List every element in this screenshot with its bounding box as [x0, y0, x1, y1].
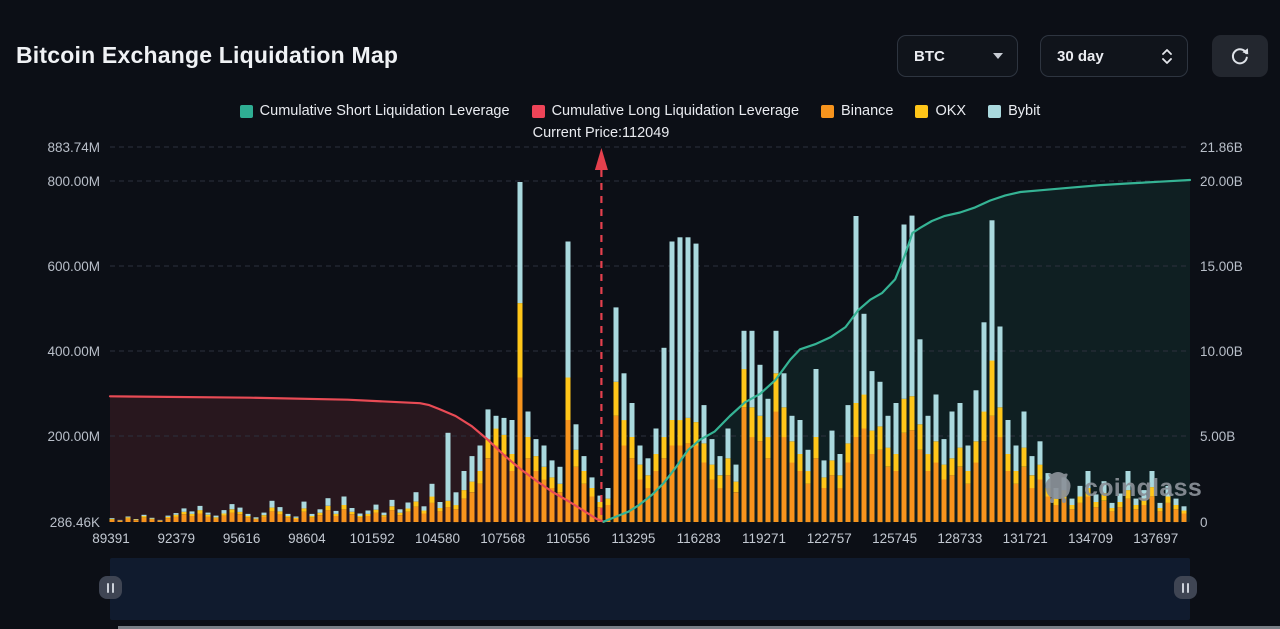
- svg-text:122757: 122757: [807, 531, 852, 546]
- navigator-left-handle[interactable]: [99, 576, 122, 599]
- svg-text:883.74M: 883.74M: [47, 140, 100, 155]
- legend-item[interactable]: Bybit: [988, 103, 1040, 119]
- svg-text:20.00B: 20.00B: [1200, 174, 1243, 189]
- legend-item[interactable]: OKX: [915, 103, 966, 119]
- svg-text:15.00B: 15.00B: [1200, 259, 1243, 274]
- page-title: Bitcoin Exchange Liquidation Map: [16, 42, 399, 68]
- chart-navigator[interactable]: [110, 558, 1190, 620]
- svg-text:101592: 101592: [350, 531, 395, 546]
- chart-legend: Cumulative Short Liquidation Leverage Cum…: [0, 103, 1280, 119]
- legend-swatch-icon: [988, 104, 1002, 118]
- svg-text:400.00M: 400.00M: [47, 344, 100, 359]
- svg-text:119271: 119271: [742, 531, 786, 546]
- svg-text:137697: 137697: [1133, 531, 1178, 546]
- stepper-updown-icon: [1162, 48, 1172, 64]
- legend-label: Binance: [841, 103, 894, 119]
- coinglass-watermark-text: coinglass: [1084, 473, 1203, 502]
- chevron-down-icon: [993, 53, 1003, 59]
- range-select[interactable]: 30 day: [1040, 35, 1188, 77]
- svg-text:95616: 95616: [223, 531, 261, 546]
- navigator-right-handle[interactable]: [1174, 576, 1197, 599]
- legend-swatch-icon: [531, 104, 545, 118]
- legend-swatch-icon: [239, 104, 253, 118]
- coinglass-watermark: coinglass: [1040, 472, 1202, 504]
- svg-text:128733: 128733: [937, 531, 982, 546]
- legend-label: Cumulative Long Liquidation Leverage: [551, 103, 800, 119]
- svg-text:113295: 113295: [611, 531, 655, 546]
- legend-label: OKX: [935, 103, 967, 119]
- svg-text:600.00M: 600.00M: [47, 259, 100, 274]
- svg-text:131721: 131721: [1003, 531, 1048, 546]
- symbol-select-value: BTC: [914, 47, 945, 65]
- legend-swatch-icon: [821, 104, 835, 118]
- legend-item[interactable]: Cumulative Long Liquidation Leverage: [531, 103, 800, 119]
- svg-text:10.00B: 10.00B: [1200, 344, 1243, 359]
- svg-text:200.00M: 200.00M: [47, 429, 100, 444]
- svg-text:116283: 116283: [677, 531, 721, 546]
- svg-text:21.86B: 21.86B: [1200, 140, 1243, 155]
- svg-text:5.00B: 5.00B: [1200, 429, 1235, 444]
- svg-text:800.00M: 800.00M: [47, 174, 100, 189]
- svg-text:98604: 98604: [288, 531, 326, 546]
- svg-text:89391: 89391: [92, 531, 130, 546]
- svg-text:107568: 107568: [480, 531, 525, 546]
- legend-label: Bybit: [1008, 103, 1041, 119]
- svg-text:110556: 110556: [546, 531, 590, 546]
- svg-text:134709: 134709: [1068, 531, 1113, 546]
- coinglass-bull-icon: [1045, 472, 1071, 503]
- legend-label: Cumulative Short Liquidation Leverage: [259, 103, 510, 119]
- legend-swatch-icon: [915, 104, 929, 118]
- legend-item[interactable]: Binance: [821, 103, 893, 119]
- svg-text:125745: 125745: [872, 531, 917, 546]
- refresh-button[interactable]: [1212, 35, 1268, 77]
- horizontal-scrollbar[interactable]: [118, 626, 1280, 629]
- symbol-select[interactable]: BTC: [897, 35, 1018, 77]
- svg-text:104580: 104580: [415, 531, 460, 546]
- svg-text:0: 0: [1200, 515, 1208, 530]
- refresh-icon: [1231, 48, 1249, 65]
- range-select-value: 30 day: [1057, 47, 1104, 65]
- current-price-label: Current Price:112049: [532, 125, 670, 141]
- svg-text:286.46K: 286.46K: [50, 515, 100, 530]
- svg-text:92379: 92379: [158, 531, 196, 546]
- legend-item[interactable]: Cumulative Short Liquidation Leverage: [239, 103, 510, 119]
